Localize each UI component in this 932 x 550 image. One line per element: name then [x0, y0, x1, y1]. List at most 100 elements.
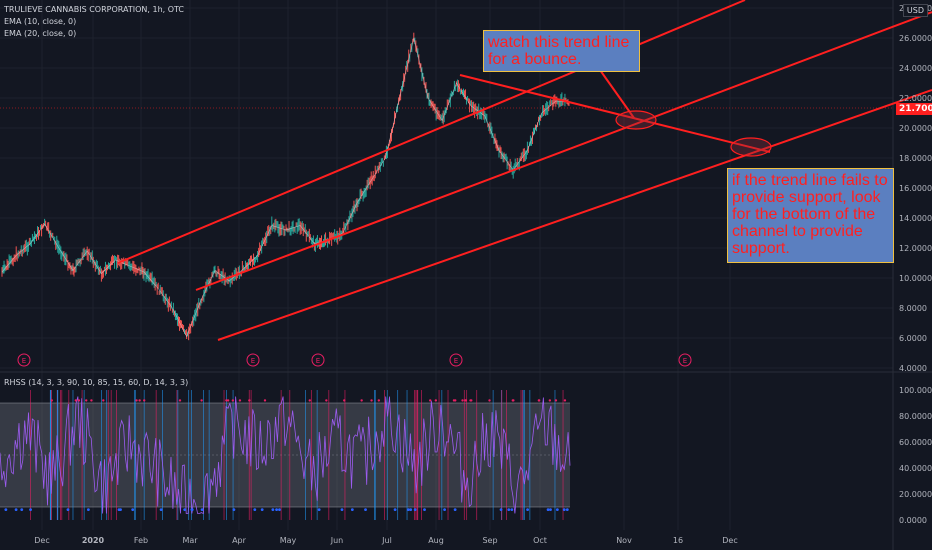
signal-dot — [85, 399, 88, 402]
channel-bottom — [217, 89, 932, 341]
x-tick-label: Aug — [428, 536, 444, 545]
signal-dot — [548, 399, 552, 402]
callout-channel-support[interactable]: if the trend line fails to provide suppo… — [727, 168, 894, 263]
rhss-legend[interactable]: RHSS (14, 3, 3, 90, 10, 85, 15, 60, D, 1… — [4, 378, 189, 387]
signal-dot — [271, 508, 275, 511]
signal-dot — [464, 399, 468, 402]
signal-dot — [350, 508, 354, 511]
signal-dot — [178, 399, 182, 402]
signal-dot — [275, 508, 278, 511]
trend-lines — [0, 0, 932, 341]
signal-dot — [510, 508, 514, 511]
signal-dot — [14, 508, 18, 511]
signal-dot — [429, 399, 432, 402]
signal-dot — [248, 399, 251, 402]
signal-dot — [74, 399, 77, 402]
earnings-marker — [449, 353, 463, 367]
highlight-ellipse — [615, 110, 657, 130]
osc-y-tick-label: 80.0000 — [899, 412, 932, 421]
signal-dot — [77, 399, 81, 402]
earnings-marker-label: E — [251, 357, 255, 365]
x-tick-label: Feb — [134, 536, 148, 545]
signal-dot — [50, 399, 53, 402]
signal-dot — [537, 399, 541, 402]
signal-dot — [370, 399, 373, 402]
earnings-marker — [678, 353, 692, 367]
signal-dot — [135, 399, 138, 402]
signal-dot — [461, 399, 464, 402]
y-tick-label: 20.0000 — [899, 124, 932, 133]
price-series — [1, 32, 571, 341]
signal-dot — [308, 399, 311, 402]
signal-dot — [66, 508, 70, 511]
signal-dot — [393, 508, 397, 511]
signal-dot — [20, 508, 24, 511]
price-line — [1, 37, 571, 338]
ema10-legend[interactable]: EMA (10, close, 0) — [4, 17, 77, 26]
signal-dot — [29, 508, 32, 511]
x-tick-label: Oct — [533, 536, 547, 545]
x-tick-label: Dec — [34, 536, 49, 545]
signal-dot — [563, 399, 567, 402]
signal-dot — [526, 508, 529, 511]
signal-dot — [200, 508, 204, 511]
signal-dot — [86, 508, 90, 511]
signal-dot — [317, 508, 321, 511]
channel-top — [117, 0, 746, 264]
y-tick-label: 8.0000 — [899, 304, 927, 313]
osc-y-tick-label: 100.0000 — [899, 386, 932, 395]
earnings-marker-label: E — [454, 357, 458, 365]
signal-dot — [159, 508, 163, 511]
x-tick-label: May — [280, 536, 297, 545]
signal-dot — [499, 508, 503, 511]
signal-dot — [546, 508, 550, 511]
oscillator-line — [0, 396, 571, 515]
earnings-marker-label: E — [22, 357, 26, 365]
callout-arrow — [599, 69, 635, 119]
osc-y-tick-label: 40.0000 — [899, 464, 932, 473]
y-tick-label: 22.0000 — [899, 94, 932, 103]
signal-dot — [413, 508, 417, 511]
y-tick-label: 16.0000 — [899, 184, 932, 193]
y-tick-label: 6.0000 — [899, 334, 927, 343]
signal-dot — [238, 399, 242, 402]
signal-dot — [549, 508, 552, 511]
signal-dot — [200, 399, 203, 402]
current-price-tag: 21.7000 — [896, 103, 932, 115]
signal-dot — [470, 399, 473, 402]
signal-dot — [340, 508, 344, 511]
y-tick-label: 12.0000 — [899, 244, 932, 253]
signal-dot — [231, 399, 235, 402]
signal-dot — [102, 399, 105, 402]
signal-dot — [263, 399, 267, 402]
x-tick-label: 2020 — [82, 536, 105, 545]
signal-dot — [143, 399, 146, 402]
signal-dot — [562, 508, 566, 511]
signal-dot — [507, 508, 511, 511]
descending-trend-line — [459, 74, 771, 153]
ema20-legend[interactable]: EMA (20, close, 0) — [4, 29, 77, 38]
x-tick-label: Mar — [182, 536, 198, 545]
earnings-marker — [246, 353, 260, 367]
channel-middle — [195, 11, 932, 291]
x-tick-label: Nov — [616, 536, 632, 545]
signal-dot — [512, 399, 515, 402]
signal-dot — [377, 399, 381, 402]
signal-dot — [423, 508, 426, 511]
signal-dot — [183, 508, 187, 511]
symbol-legend[interactable]: TRULIEVE CANNABIS CORPORATION, 1h, OTC — [4, 5, 185, 14]
callout-bounce[interactable]: watch this trend line for a bounce. — [483, 30, 640, 72]
y-tick-label: 26.0000 — [899, 34, 932, 43]
osc-y-tick-label: 60.0000 — [899, 438, 932, 447]
y-tick-label: 4.0000 — [899, 364, 927, 373]
signal-dot — [232, 508, 236, 511]
signal-dot — [325, 399, 328, 402]
signal-dot — [406, 508, 410, 511]
currency-button[interactable]: USD — [902, 4, 928, 17]
signal-dot — [4, 508, 8, 511]
signal-dot — [565, 508, 569, 511]
signal-dot — [488, 399, 491, 402]
